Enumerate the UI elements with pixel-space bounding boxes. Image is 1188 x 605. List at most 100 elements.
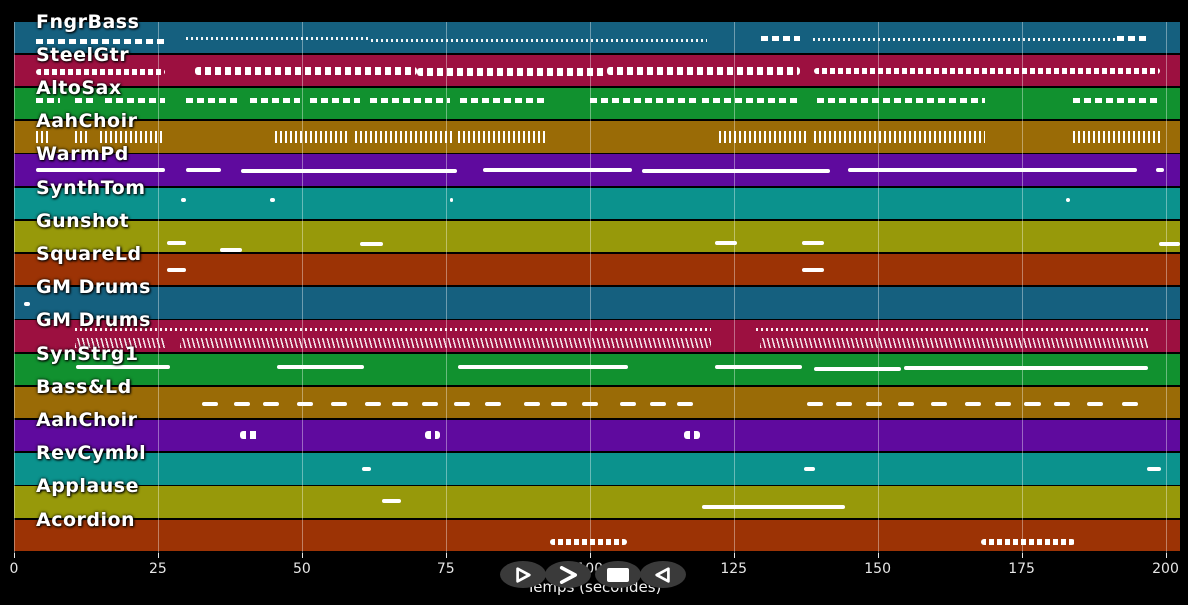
track-band-applause xyxy=(14,486,1180,518)
note-segment xyxy=(677,402,694,407)
track-label: SynStrg1 xyxy=(36,342,139,365)
track-band-acordion xyxy=(14,519,1180,551)
axis-tick-label: 150 xyxy=(864,561,891,577)
note-segment xyxy=(381,498,401,503)
note-segment xyxy=(355,130,455,143)
track-label: WarmPd xyxy=(36,143,129,166)
note-segment xyxy=(425,431,441,440)
gridline xyxy=(14,21,15,553)
note-segment xyxy=(904,366,1148,371)
note-segment xyxy=(483,167,633,172)
note-segment xyxy=(814,366,902,371)
axis-tick xyxy=(733,553,735,558)
fast-forward-button[interactable] xyxy=(545,561,591,588)
axis-tick-label: 50 xyxy=(292,561,311,577)
note-segment xyxy=(994,402,1011,407)
track-band-fngrbass xyxy=(14,21,1180,54)
axis-tick xyxy=(589,553,591,558)
track-band-squareld xyxy=(14,254,1180,286)
note-segment xyxy=(75,328,712,332)
note-segment xyxy=(642,168,831,173)
axis-tick-label: 125 xyxy=(720,561,748,577)
track-band-gunshot xyxy=(14,220,1180,253)
note-segment xyxy=(801,268,824,273)
note-segment xyxy=(813,38,1116,42)
axis-tick-label: 25 xyxy=(149,561,167,577)
note-segment xyxy=(75,98,96,104)
note-segment xyxy=(719,130,807,143)
note-segment xyxy=(277,365,365,370)
note-segment xyxy=(449,198,454,203)
note-segment xyxy=(453,402,470,407)
note-segment xyxy=(1158,242,1180,247)
note-segment xyxy=(1147,467,1161,472)
track-band-aahchoir xyxy=(14,419,1180,452)
track-band-aahchoir xyxy=(14,121,1180,153)
axis-tick xyxy=(1021,553,1023,558)
gridline xyxy=(157,21,159,553)
track-label: AahChoir xyxy=(36,408,138,431)
axis-tick-label: 75 xyxy=(436,561,455,577)
track-band-gm-drums xyxy=(14,287,1180,319)
note-segment xyxy=(186,98,241,104)
note-segment xyxy=(1066,198,1070,203)
note-segment xyxy=(898,402,915,407)
note-segment xyxy=(167,241,187,246)
note-segment xyxy=(550,402,567,407)
gridline xyxy=(1165,21,1167,553)
note-segment xyxy=(847,167,1137,172)
note-segment xyxy=(817,98,985,104)
note-segment xyxy=(715,240,738,245)
axis-tick xyxy=(877,553,879,558)
gridline xyxy=(733,21,735,553)
note-segment xyxy=(460,98,546,104)
track-label: SynthTom xyxy=(36,176,146,199)
note-segment xyxy=(233,402,251,407)
axis-tick-label: 200 xyxy=(1152,561,1179,577)
note-segment xyxy=(417,67,607,76)
note-segment xyxy=(1024,402,1041,407)
note-segment xyxy=(297,402,314,407)
note-segment xyxy=(761,35,801,41)
axis-tick xyxy=(445,553,447,558)
gridline xyxy=(445,21,447,553)
note-segment xyxy=(582,402,599,407)
gridline xyxy=(1021,21,1023,553)
note-segment xyxy=(35,167,165,172)
note-segment xyxy=(167,267,187,272)
time-axis-label: Temps (secondes) xyxy=(526,578,662,596)
play-button[interactable] xyxy=(500,561,546,588)
note-segment xyxy=(75,338,165,349)
track-label: AltoSax xyxy=(36,77,122,100)
note-segment xyxy=(702,505,846,510)
note-segment xyxy=(201,402,218,407)
rewind-icon xyxy=(652,566,674,584)
track-label: RevCymbl xyxy=(36,442,147,465)
note-segment xyxy=(35,130,48,143)
play-icon xyxy=(512,566,534,584)
note-segment xyxy=(458,365,629,370)
note-segment xyxy=(370,98,451,104)
note-segment xyxy=(965,402,982,407)
gridline xyxy=(301,21,303,553)
axis-tick xyxy=(301,553,303,558)
note-segment xyxy=(240,431,260,440)
track-band-synthtom xyxy=(14,187,1180,220)
gridline xyxy=(877,21,879,553)
rewind-button[interactable] xyxy=(640,561,686,588)
axis-tick xyxy=(1165,553,1167,558)
note-segment xyxy=(814,68,1161,75)
note-segment xyxy=(930,402,947,407)
track-band-revcymbl xyxy=(14,453,1180,485)
note-segment xyxy=(23,302,30,307)
note-segment xyxy=(650,402,667,407)
note-segment xyxy=(76,365,171,370)
note-segment xyxy=(1155,167,1165,172)
axis-tick-label: 175 xyxy=(1008,561,1035,577)
note-segment xyxy=(484,402,502,407)
stop-button[interactable] xyxy=(595,561,641,588)
note-segment xyxy=(104,98,165,104)
note-segment xyxy=(458,130,546,143)
note-segment xyxy=(240,168,458,173)
